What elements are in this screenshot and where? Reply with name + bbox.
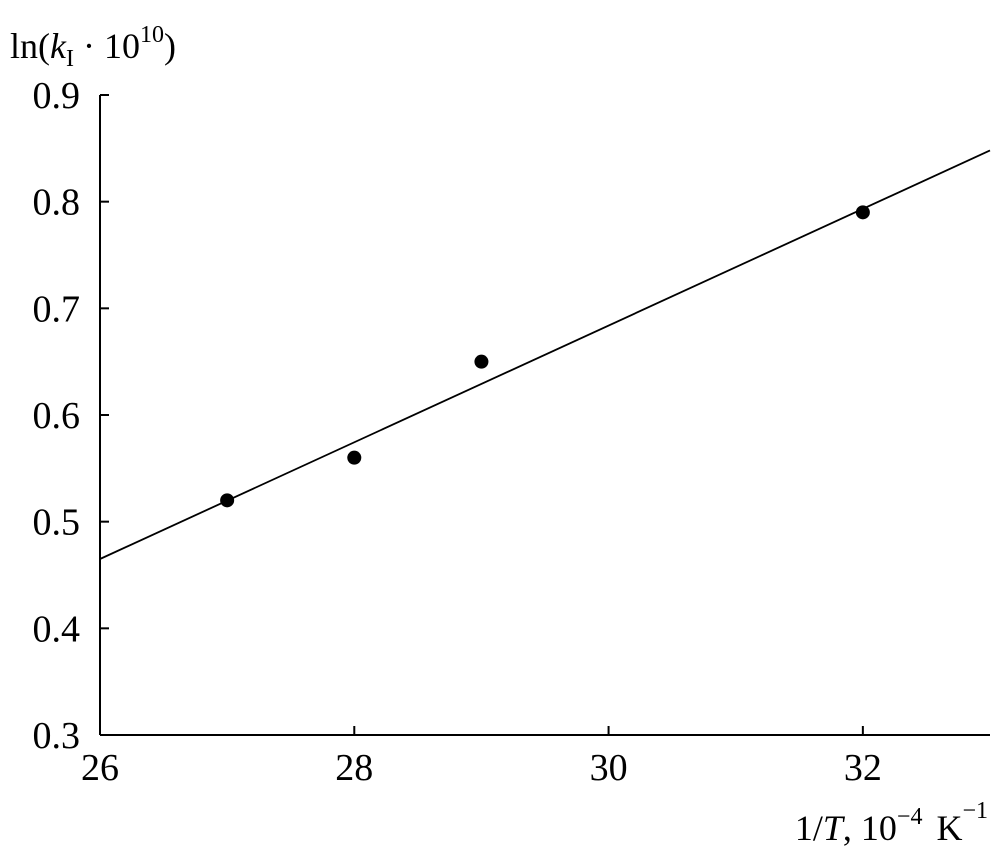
data-point (474, 354, 489, 369)
y-tick-label: 0.3 (33, 715, 81, 757)
data-point (855, 205, 870, 220)
y-tick-label: 0.4 (33, 608, 81, 650)
y-axis-label: ln(kI · 1010) (10, 22, 176, 72)
x-tick-label: 30 (590, 747, 628, 789)
y-tick-label: 0.7 (33, 288, 81, 330)
data-point (347, 450, 362, 465)
data-points (220, 205, 870, 508)
x-axis-label: 1/T, 10−4 K−1 (795, 798, 988, 848)
fit-line (99, 149, 991, 560)
data-point (220, 493, 235, 508)
y-tick-label: 0.8 (33, 182, 81, 224)
y-tick-label: 0.5 (33, 502, 81, 544)
y-tick-label: 0.6 (33, 395, 81, 437)
x-ticks: 26 28 30 32 (81, 726, 882, 789)
x-tick-label: 26 (81, 747, 119, 789)
x-tick-label: 32 (844, 747, 882, 789)
y-ticks: 0.3 0.4 0.5 0.6 0.7 0.8 0.9 (33, 75, 109, 757)
x-tick-label: 28 (335, 747, 373, 789)
y-tick-label: 0.9 (33, 75, 81, 117)
